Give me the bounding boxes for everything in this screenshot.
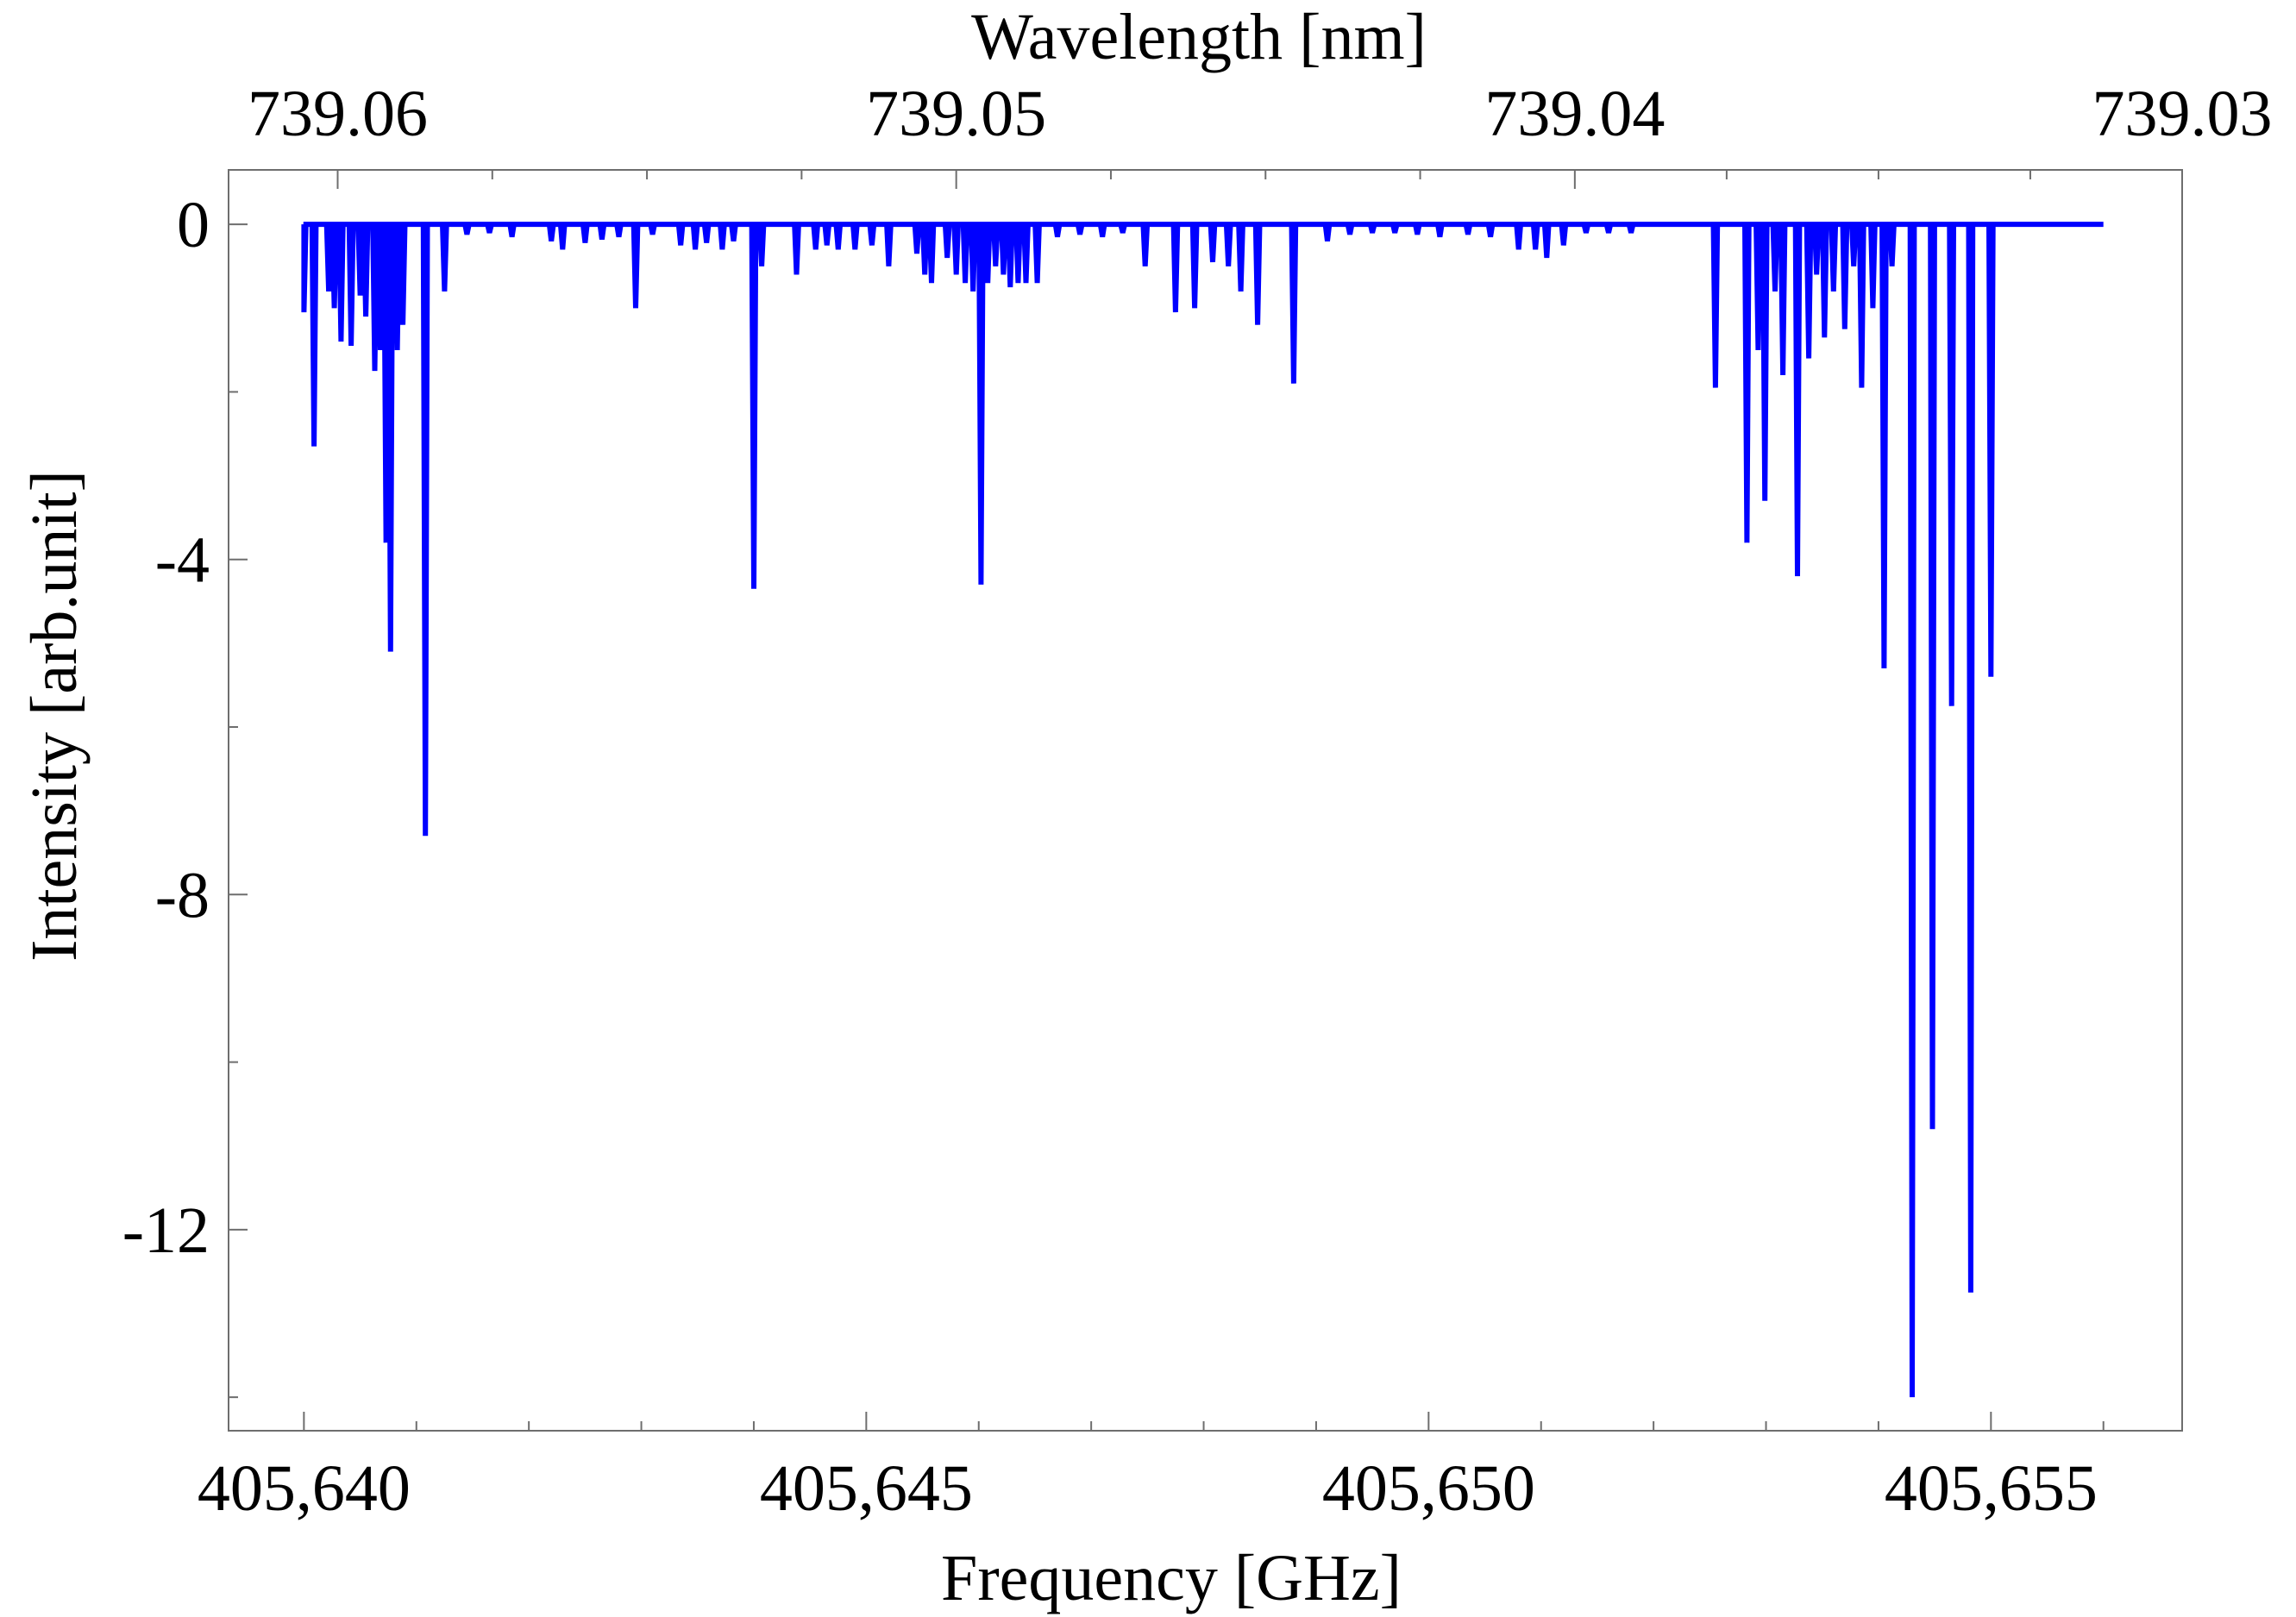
left-axis-ticks: 0 -4 -8 -12	[122, 189, 248, 1399]
x-tick-label: 405,645	[760, 1452, 973, 1525]
x-tick-label: 405,655	[1885, 1452, 2098, 1525]
y-tick-label: 0	[177, 189, 210, 261]
y-tick-label: -8	[155, 859, 210, 931]
x2-tick-label: 739.05	[866, 78, 1046, 150]
x2-axis-title: Wavelength [nm]	[971, 1, 1427, 73]
x-tick-label: 405,640	[198, 1452, 411, 1525]
x2-tick-label: 739.04	[1484, 78, 1665, 150]
plot-frame	[228, 169, 2183, 1432]
y-axis-title: Intensity [arb.unit]	[18, 470, 91, 962]
x2-tick-label: 739.03	[2092, 78, 2273, 150]
series-line-intensity	[301, 222, 2104, 1398]
x2-tick-label: 739.06	[248, 78, 428, 150]
top-axis-ticks: 739.06 739.05 739.04 739.03	[248, 78, 2273, 189]
y-tick-label: -4	[155, 524, 210, 597]
y-tick-label: -12	[122, 1194, 210, 1267]
x-tick-label: 405,650	[1322, 1452, 1535, 1525]
x-axis-title: Frequency [GHz]	[941, 1542, 1402, 1614]
bottom-axis-ticks: 405,640 405,645 405,650 405,655	[198, 1412, 2105, 1525]
